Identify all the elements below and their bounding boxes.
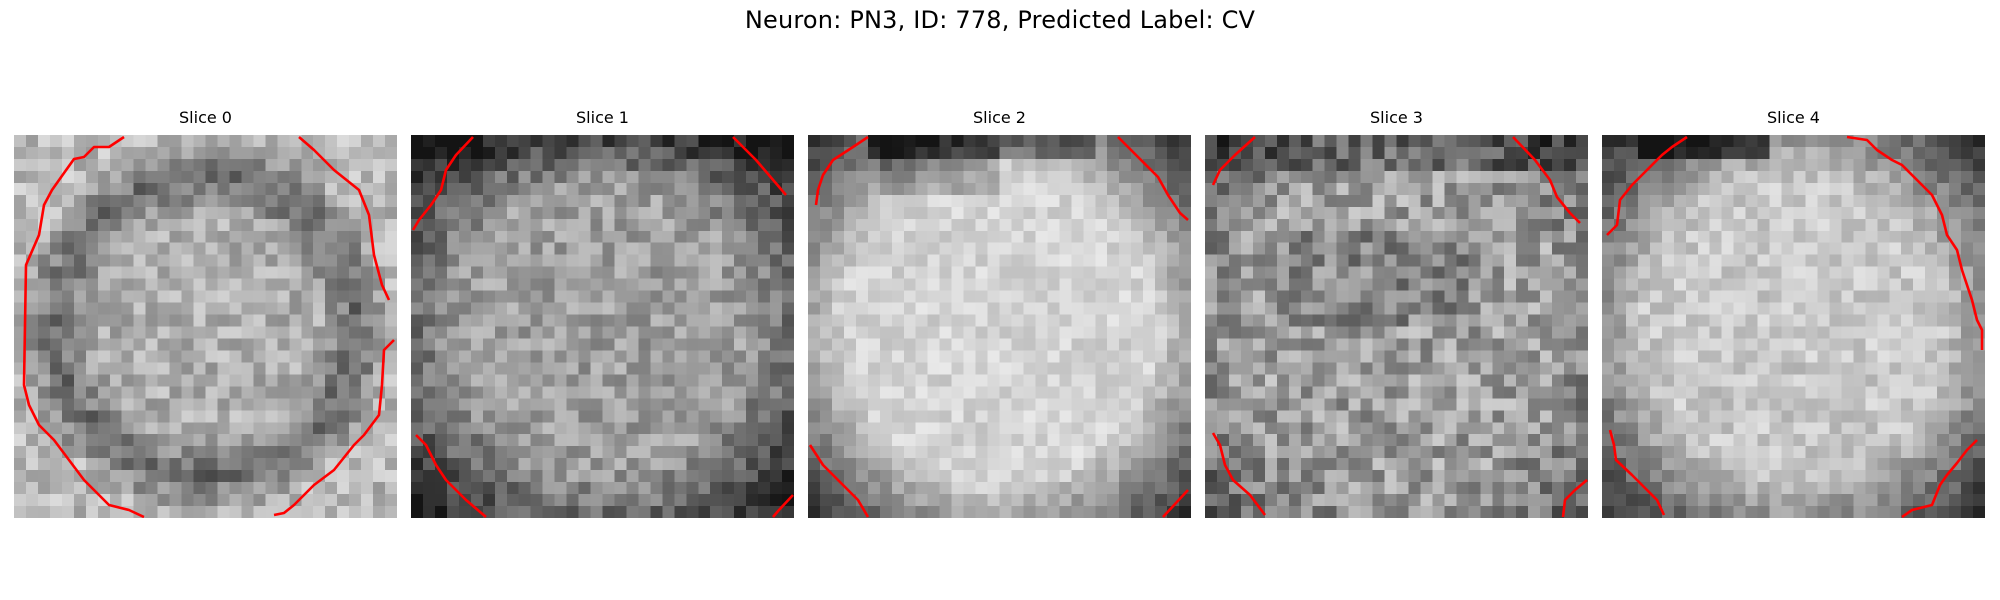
slice-title-2: Slice 2 xyxy=(973,108,1026,127)
contour-line-2 xyxy=(415,434,487,518)
pixel-grid xyxy=(1205,135,1588,518)
slice-image-3 xyxy=(1205,135,1588,518)
contour-line-1 xyxy=(1512,136,1581,224)
contour-line-3 xyxy=(1561,479,1588,518)
slice-image-4 xyxy=(1602,135,1985,518)
pixel-grid xyxy=(1602,135,1985,518)
contour-line-0 xyxy=(1211,136,1256,186)
slice-image-1 xyxy=(411,135,794,518)
contour-line-0 xyxy=(22,135,145,518)
contour-line-0 xyxy=(814,135,869,206)
slice-title-4: Slice 4 xyxy=(1767,108,1820,127)
contour-line-1 xyxy=(1117,136,1189,221)
slice-title-1: Slice 1 xyxy=(576,108,629,127)
contour-line-1 xyxy=(732,136,787,196)
contour-line-2 xyxy=(808,444,870,518)
contour-line-0 xyxy=(411,136,474,231)
figure-title: Neuron: PN3, ID: 778, Predicted Label: C… xyxy=(744,6,1256,34)
contour-line-2 xyxy=(1211,432,1267,516)
slice-title-3: Slice 3 xyxy=(1370,108,1423,127)
contour-line-1 xyxy=(298,136,391,301)
slice-title-0: Slice 0 xyxy=(179,108,232,127)
contour-line-3 xyxy=(1162,489,1189,518)
pixel-grid xyxy=(411,135,794,518)
contour-line-3 xyxy=(1901,439,1978,518)
slice-image-2 xyxy=(808,135,1191,518)
slice-image-0 xyxy=(14,135,397,518)
pixel-grid xyxy=(14,135,397,518)
contour-line-0 xyxy=(1606,135,1688,236)
contour-line-3 xyxy=(772,494,794,518)
contour-line-1 xyxy=(1846,135,1984,350)
contour-line-2 xyxy=(1608,429,1666,516)
pixel-grid xyxy=(808,135,1191,518)
contour-line-2 xyxy=(273,339,395,517)
